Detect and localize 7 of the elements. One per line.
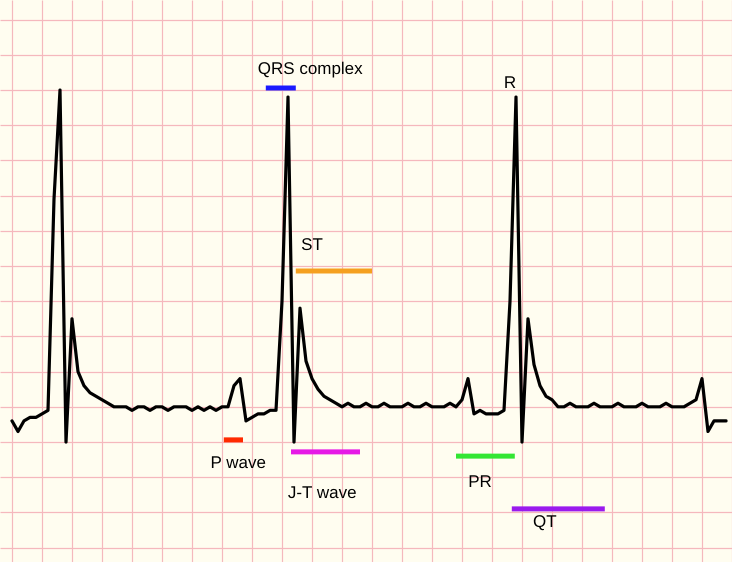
- text: QT: [532, 512, 557, 531]
- text: P wave: [210, 453, 266, 472]
- annotation: ST: [301, 234, 323, 254]
- text: QRS complex: [258, 58, 364, 78]
- text: J-T wave: [288, 483, 357, 502]
- text: PR: [468, 472, 492, 492]
- annotation: R: [504, 73, 516, 92]
